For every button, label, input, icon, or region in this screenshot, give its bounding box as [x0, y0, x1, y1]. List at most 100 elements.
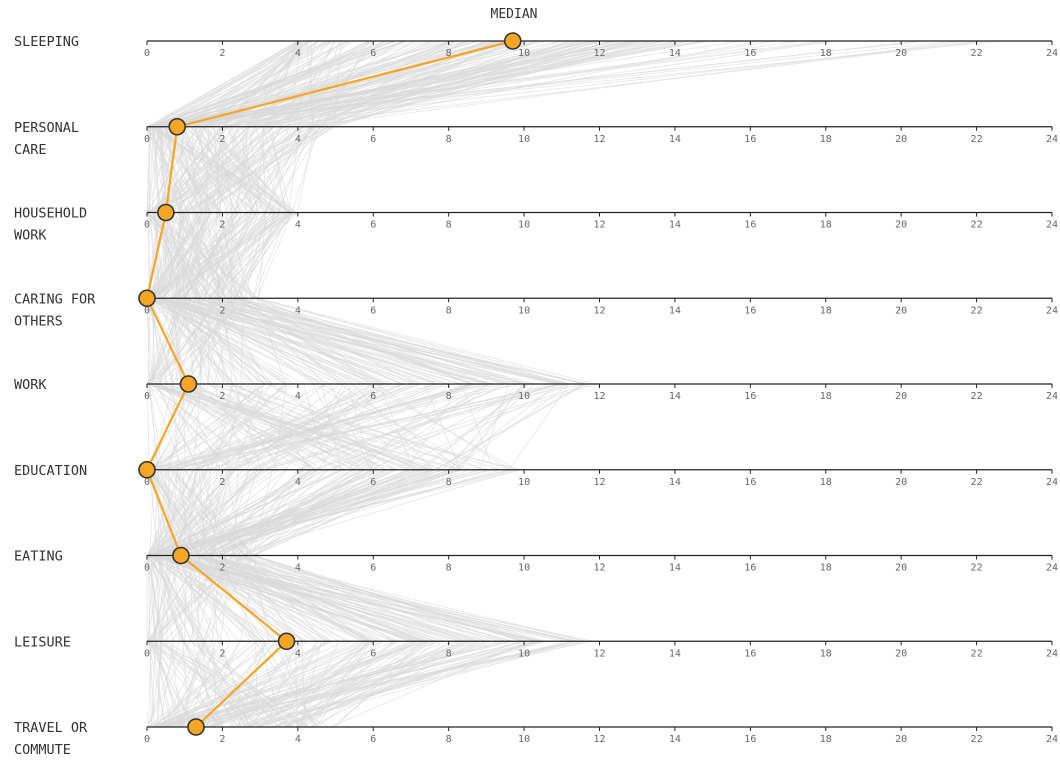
tick-label: 14 — [669, 48, 681, 59]
tick-label: 8 — [446, 563, 452, 574]
tick-label: 4 — [295, 391, 301, 402]
tick-label: 20 — [895, 391, 907, 402]
tick-label: 18 — [820, 305, 832, 316]
tick-label: 16 — [744, 48, 756, 59]
tick-label: 20 — [895, 48, 907, 59]
category-label: PERSONAL CARE — [14, 120, 79, 158]
category-label: TRAVEL OR COMMUTE — [14, 720, 88, 758]
tick-label: 16 — [744, 220, 756, 231]
tick-label: 4 — [295, 220, 301, 231]
tick-label: 22 — [971, 391, 983, 402]
tick-label: 6 — [370, 563, 376, 574]
tick-label: 0 — [144, 134, 150, 145]
tick-label: 6 — [370, 48, 376, 59]
median-point[interactable] — [277, 632, 296, 651]
tick-label: 24 — [1046, 391, 1058, 402]
tick-label: 2 — [219, 220, 225, 231]
category-label: HOUSEHOLD WORK — [14, 206, 87, 244]
tick-label: 18 — [820, 477, 832, 488]
median-point[interactable] — [138, 460, 156, 479]
tick-label: 4 — [295, 48, 301, 59]
tick-label: 2 — [219, 563, 225, 574]
tick-label: 2 — [219, 734, 225, 745]
tick-label: 14 — [669, 477, 681, 488]
tick-label: 10 — [518, 391, 530, 402]
median-point[interactable] — [187, 718, 205, 736]
tick-label: 12 — [593, 563, 605, 574]
tick-label: 8 — [446, 220, 452, 231]
tick-label: 10 — [518, 220, 530, 231]
median-point[interactable] — [168, 117, 186, 136]
tick-label: 18 — [820, 48, 832, 59]
tick-label: 8 — [446, 477, 452, 488]
tick-label: 12 — [593, 134, 605, 145]
tick-label: 10 — [518, 48, 530, 59]
median-series — [138, 32, 522, 736]
tick-label: 16 — [744, 563, 756, 574]
tick-label: 20 — [895, 305, 907, 316]
category-label: SLEEPING — [14, 34, 79, 50]
category-label: WORK — [14, 377, 47, 393]
tick-label: 10 — [518, 734, 530, 745]
tick-label: 20 — [895, 563, 907, 574]
tick-label: 18 — [820, 134, 832, 145]
tick-label: 4 — [295, 477, 301, 488]
tick-label: 22 — [971, 220, 983, 231]
tick-label: 22 — [971, 648, 983, 659]
tick-label: 14 — [669, 391, 681, 402]
tick-label: 6 — [370, 305, 376, 316]
tick-label: 8 — [446, 734, 452, 745]
tick-label: 18 — [820, 734, 832, 745]
tick-label: 12 — [593, 48, 605, 59]
tick-label: 0 — [144, 391, 150, 402]
tick-label: 14 — [669, 563, 681, 574]
tick-label: 14 — [669, 220, 681, 231]
tick-label: 14 — [669, 648, 681, 659]
tick-label: 10 — [518, 477, 530, 488]
tick-label: 16 — [744, 477, 756, 488]
tick-label: 16 — [744, 648, 756, 659]
tick-label: 8 — [446, 648, 452, 659]
chart-title: MEDIAN — [491, 7, 538, 22]
tick-label: 8 — [446, 391, 452, 402]
median-point[interactable] — [157, 203, 175, 222]
tick-label: 10 — [518, 648, 530, 659]
tick-label: 12 — [593, 391, 605, 402]
tick-label: 18 — [820, 563, 832, 574]
tick-label: 4 — [295, 305, 301, 316]
median-point[interactable] — [138, 289, 156, 308]
tick-label: 0 — [144, 734, 150, 745]
tick-label: 24 — [1046, 220, 1058, 231]
tick-label: 24 — [1046, 563, 1058, 574]
median-point[interactable] — [503, 32, 522, 50]
tick-label: 0 — [144, 477, 150, 488]
tick-label: 4 — [295, 563, 301, 574]
tick-label: 24 — [1046, 134, 1058, 145]
median-point[interactable] — [179, 375, 198, 393]
category-label: EDUCATION — [14, 463, 87, 479]
tick-label: 12 — [593, 734, 605, 745]
tick-label: 12 — [593, 220, 605, 231]
median-point[interactable] — [172, 546, 190, 565]
tick-label: 12 — [593, 305, 605, 316]
tick-label: 24 — [1046, 648, 1058, 659]
tick-label: 0 — [144, 305, 150, 316]
tick-label: 10 — [518, 563, 530, 574]
tick-label: 2 — [219, 134, 225, 145]
tick-label: 2 — [219, 477, 225, 488]
tick-label: 6 — [370, 391, 376, 402]
tick-label: 0 — [144, 220, 150, 231]
tick-label: 24 — [1046, 305, 1058, 316]
tick-label: 16 — [744, 734, 756, 745]
tick-label: 2 — [219, 48, 225, 59]
tick-label: 8 — [446, 48, 452, 59]
tick-label: 16 — [744, 391, 756, 402]
tick-label: 16 — [744, 134, 756, 145]
tick-label: 24 — [1046, 477, 1058, 488]
tick-label: 12 — [593, 477, 605, 488]
tick-label: 22 — [971, 305, 983, 316]
tick-label: 8 — [446, 134, 452, 145]
tick-label: 18 — [820, 220, 832, 231]
tick-label: 2 — [219, 391, 225, 402]
